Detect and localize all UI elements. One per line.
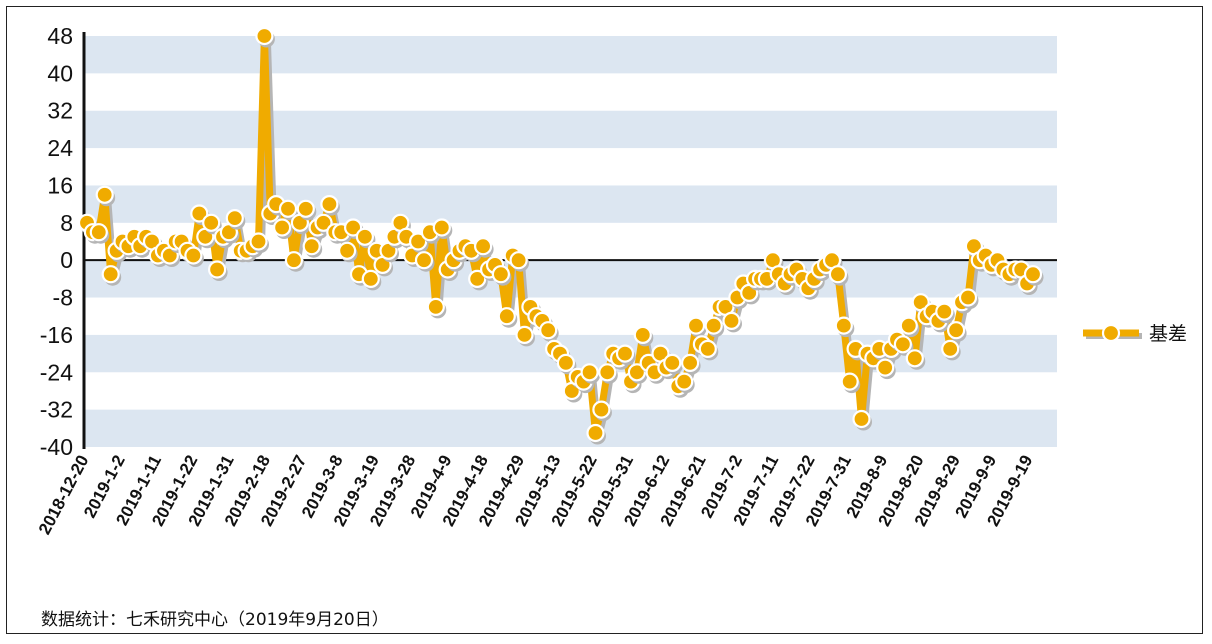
data-point (225, 209, 244, 228)
data-point (941, 339, 960, 358)
data-point (675, 372, 694, 391)
data-point (314, 213, 333, 232)
grid-band (84, 185, 1057, 223)
data-point (722, 311, 741, 330)
y-tick-label: 16 (47, 172, 73, 198)
data-point (409, 232, 428, 251)
data-point (320, 195, 339, 214)
legend-swatch-marker (1101, 323, 1121, 343)
data-point (249, 232, 268, 251)
data-point (598, 363, 617, 382)
data-point (899, 316, 918, 335)
y-tick-label: -8 (53, 285, 73, 311)
grid-band (84, 409, 1057, 447)
y-tick-label: 8 (60, 210, 73, 236)
data-point (580, 363, 599, 382)
data-point (190, 204, 209, 223)
data-point (840, 372, 859, 391)
x-tick-label: 2018-12-20 (35, 452, 93, 538)
data-point (935, 302, 954, 321)
data-point (202, 213, 221, 232)
data-point (615, 344, 635, 363)
y-tick-label: 32 (47, 98, 73, 124)
grid-band (84, 36, 1057, 74)
data-point (556, 353, 576, 372)
data-point (828, 265, 848, 284)
y-tick-label: -40 (40, 434, 73, 460)
data-point (278, 199, 298, 218)
data-point (255, 26, 274, 46)
data-point (539, 321, 558, 340)
data-point (680, 353, 700, 372)
data-point (468, 269, 487, 288)
chart-frame: 48 40 32 24 16 8 0 -8 -16 -24 -32 -40 2018-12-20 201… (6, 6, 1203, 634)
chart-canvas: 48 40 32 24 16 8 0 -8 -16 -24 -32 -40 2018-12-20201… (35, 23, 1187, 538)
x-axis-labels: 2018-12-202019-1-22019-1-112019-1-222019… (35, 452, 1037, 538)
data-point (704, 316, 723, 335)
data-point (633, 325, 652, 344)
data-point (627, 363, 647, 382)
data-point (338, 241, 357, 260)
data-point (663, 353, 682, 372)
data-point (1023, 265, 1043, 284)
grid-band (84, 260, 1057, 298)
series-basis (77, 26, 1044, 445)
data-point (296, 199, 315, 218)
y-axis: 48 40 32 24 16 8 0 -8 -16 -24 -32 -40 (40, 23, 86, 460)
data-point (905, 349, 924, 368)
data-point (474, 237, 493, 256)
data-point (491, 265, 510, 284)
data-point (586, 423, 605, 443)
grid-band (84, 110, 1057, 149)
data-point (852, 409, 871, 429)
data-point (344, 218, 363, 237)
data-point (834, 316, 853, 335)
data-point (89, 223, 108, 242)
data-point (426, 297, 445, 316)
data-point (515, 325, 534, 344)
data-point (361, 269, 380, 288)
data-point (876, 358, 895, 377)
data-point (284, 251, 303, 270)
y-tick-label: 0 (60, 247, 73, 273)
data-point (101, 265, 120, 284)
data-point (302, 237, 321, 256)
data-point (208, 260, 227, 279)
data-point (509, 251, 528, 270)
data-point (355, 227, 374, 246)
y-tick-label: 40 (47, 60, 73, 86)
y-tick-label: 48 (47, 23, 73, 49)
data-point (698, 339, 717, 358)
data-point (273, 218, 292, 237)
data-point (184, 246, 203, 265)
data-point (414, 251, 434, 270)
data-point (497, 307, 516, 326)
data-point (893, 335, 913, 354)
legend: 基差 (1083, 323, 1187, 345)
data-point (432, 218, 451, 237)
y-tick-label: 24 (47, 135, 73, 161)
data-point (946, 321, 966, 340)
y-tick-label: -32 (40, 397, 73, 423)
data-point (592, 400, 611, 419)
y-tick-label: -24 (40, 359, 73, 385)
legend-label: 基差 (1149, 323, 1187, 345)
data-point (686, 316, 706, 335)
y-tick-label: -16 (40, 322, 73, 348)
source-note: 数据统计：七禾研究中心（2019年9月20日） (41, 610, 389, 630)
data-point (958, 288, 978, 307)
data-point (95, 185, 114, 204)
